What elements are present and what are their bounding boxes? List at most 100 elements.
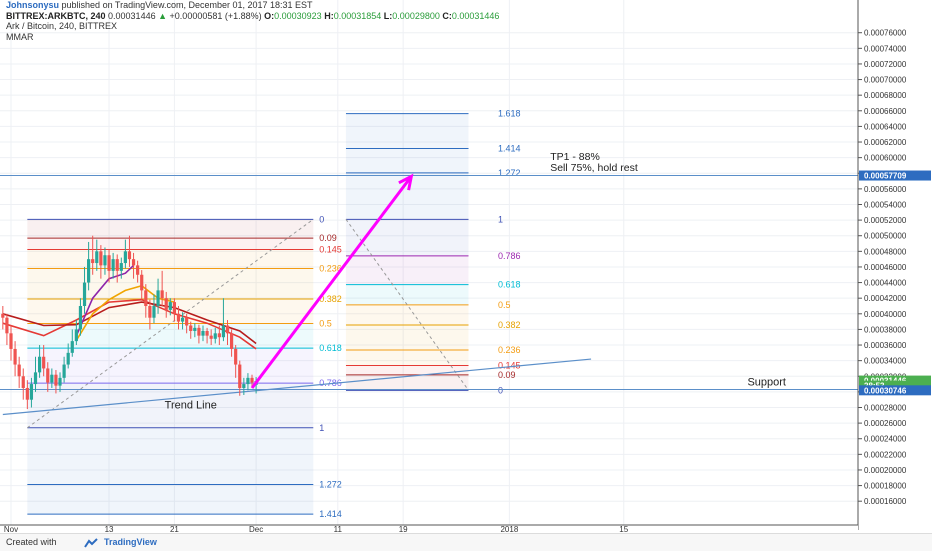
fib-retracement[interactable]: 00.090.1450.2360.3820.50.6180.78611.2721… (27, 214, 342, 519)
candle-body (119, 263, 123, 271)
price-tick-label: 0.00028000 (864, 403, 907, 412)
candle-body (58, 377, 62, 386)
candle (9, 325, 13, 361)
trend-line[interactable] (2, 358, 592, 416)
price-tag-bg (859, 375, 931, 386)
candlesticks (1, 235, 258, 410)
drawn-lines[interactable]: Trend Line Support (0, 175, 858, 416)
candle (160, 270, 164, 306)
fib-ext-zone (345, 374, 469, 391)
price-tick-label: 0.00060000 (864, 154, 907, 163)
fib-level-label: 0.09 (319, 233, 337, 243)
time-tick-label: 11 (334, 525, 343, 533)
fib-ext-zone (345, 255, 469, 285)
price-chart[interactable]: 00.090.1450.2360.3820.50.6180.78611.2721… (0, 0, 932, 533)
candle-body (17, 364, 21, 377)
fib-zone (27, 268, 314, 299)
fib-level-label: 0 (319, 214, 324, 224)
price-axis[interactable]: 0.00076000 0.00074000 0.00072000 0.00070000… (857, 0, 932, 533)
fib-zone (27, 348, 314, 384)
price-tick-label: 0.00066000 (864, 107, 907, 116)
candle-body (180, 317, 185, 322)
candle (144, 284, 148, 318)
candle-body (176, 313, 181, 322)
candle (127, 235, 132, 267)
fib-ext-level-label: 1 (498, 214, 503, 224)
candle (180, 312, 185, 330)
pane-title: Ark / Bitcoin, 240, BITTREX (6, 21, 118, 31)
fib-zone (27, 238, 314, 250)
candle (123, 239, 127, 269)
candle-body (50, 374, 54, 383)
indicator-name[interactable]: MMAR (6, 31, 34, 42)
candle-body (242, 384, 246, 388)
annotation-text: Sell 75%, hold rest (550, 162, 638, 174)
fib-zone (27, 249, 314, 269)
price-tag-label: 0.00030746 (864, 386, 907, 395)
fib-ext-level-label: 0.5 (498, 300, 511, 310)
candle (234, 345, 238, 378)
candle-body (33, 372, 38, 385)
candle (193, 323, 197, 338)
fib-ext-level-label: 1.272 (498, 168, 521, 178)
fib-ext-zone (345, 113, 469, 149)
fib-extension[interactable]: 0 0.090.145 0.236 0.382 0.5 0.618 0.786 1 1.272 1… (345, 109, 521, 396)
time-tick-label: Nov (4, 525, 18, 533)
price-tick-label: 0.00046000 (864, 263, 907, 272)
time-tick-label: 15 (619, 525, 628, 533)
fib-level-label: 0.145 (319, 245, 342, 255)
change-up-icon: ▲ (158, 10, 168, 21)
candle-body (168, 302, 172, 310)
candle (74, 320, 78, 346)
publish-line: Johnsonysu published on TradingView.com,… (6, 0, 856, 11)
candle-body (70, 341, 74, 353)
candle (176, 305, 181, 330)
candle (95, 239, 99, 271)
candle (62, 356, 66, 383)
candle (152, 294, 156, 324)
price-tick-label: 0.00070000 (864, 76, 907, 85)
low-label: L: (383, 10, 393, 21)
fib-zone (27, 484, 314, 515)
price-tick-label: 0.00052000 (864, 216, 907, 225)
candle-body (250, 377, 254, 383)
price-tick-label: 0.00072000 (864, 60, 907, 69)
time-axis[interactable]: Nov 13 21 Dec 11 19 2018 15 (0, 524, 858, 533)
projection-arrow-line[interactable] (250, 175, 413, 389)
candle (229, 329, 234, 357)
fib-level-label: 1 (319, 423, 324, 433)
candle-body (201, 330, 205, 336)
candle (29, 377, 34, 408)
price-tick-label: 0.00026000 (864, 419, 907, 428)
candle (209, 329, 213, 346)
candle (13, 341, 17, 377)
price-tick-label: 0.00018000 (864, 482, 907, 491)
candle-body (131, 259, 136, 266)
fib-level-label: 1.414 (319, 509, 342, 519)
candle-body (136, 265, 140, 275)
candle (246, 373, 250, 391)
tradingview-brand[interactable]: TradingView (104, 537, 157, 547)
candle (42, 345, 46, 377)
time-tick-label: 19 (399, 525, 408, 533)
time-axis-bg (0, 525, 858, 533)
candle (5, 313, 9, 346)
candle (185, 313, 189, 334)
candle-body (42, 356, 46, 369)
candle (115, 254, 119, 283)
candle-body (123, 251, 127, 264)
candle-body (46, 368, 50, 383)
projection-arrow[interactable] (250, 173, 414, 389)
fib-level-label: 0.382 (319, 294, 342, 304)
created-with-text: Created with (6, 537, 57, 547)
candle (87, 241, 91, 291)
candle-body (29, 384, 34, 400)
candle (148, 299, 152, 330)
price-tick-label: 0.00034000 (864, 357, 907, 366)
price-tag-bg (859, 385, 931, 396)
author-link[interactable]: Johnsonysu (6, 0, 60, 10)
candle-body (148, 305, 152, 318)
candle-body (205, 330, 209, 336)
fib-zone (27, 323, 314, 349)
candle (205, 327, 209, 344)
